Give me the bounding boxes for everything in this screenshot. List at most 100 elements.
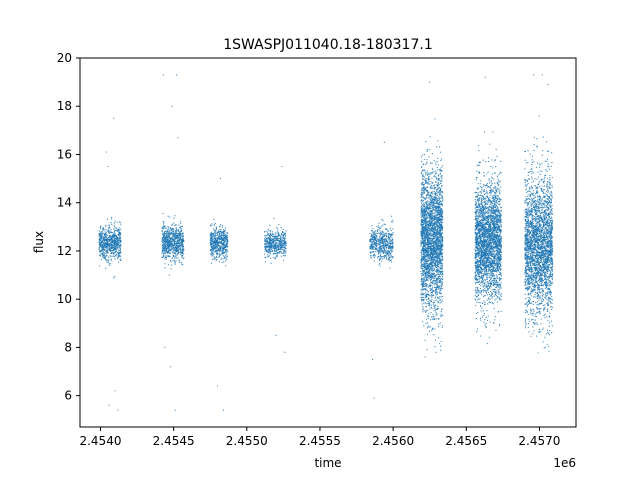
data-point (108, 264, 111, 266)
data-point (221, 226, 223, 228)
data-point (431, 171, 433, 174)
data-point (382, 224, 384, 226)
data-point (119, 251, 121, 253)
data-point (374, 238, 376, 241)
data-point (427, 309, 429, 311)
data-point (433, 309, 435, 311)
data-point (276, 241, 278, 244)
data-point (105, 228, 107, 230)
data-point (437, 305, 439, 308)
data-point (283, 250, 285, 252)
data-point (175, 245, 177, 247)
data-point (106, 218, 109, 220)
data-point (278, 241, 280, 243)
data-point (164, 267, 166, 269)
data-point (218, 256, 220, 258)
data-point (214, 239, 216, 241)
data-point (265, 240, 267, 242)
data-point (168, 236, 171, 238)
data-point (437, 243, 439, 245)
data-point (98, 233, 100, 235)
data-point (102, 244, 104, 246)
data-point (120, 245, 122, 247)
data-point (221, 249, 223, 252)
data-point (105, 250, 107, 252)
data-point (270, 242, 272, 244)
data-point (275, 232, 277, 234)
data-point (440, 313, 442, 315)
data-point (439, 206, 442, 208)
data-point (369, 256, 372, 258)
data-point (421, 292, 423, 294)
data-point (104, 242, 106, 244)
data-point (118, 239, 120, 241)
data-point (165, 248, 168, 251)
data-point (279, 250, 282, 253)
data-point (426, 150, 428, 152)
data-point (435, 273, 437, 276)
data-point (110, 248, 112, 250)
data-point (218, 240, 221, 242)
data-point (215, 230, 217, 233)
data-point (174, 263, 176, 265)
data-point (164, 263, 166, 265)
data-point (170, 252, 172, 254)
data-point (108, 259, 110, 261)
data-point (370, 254, 372, 256)
data-point (272, 247, 274, 250)
data-point (267, 228, 269, 231)
data-point (380, 257, 382, 259)
data-point (120, 237, 122, 239)
data-point (111, 223, 113, 225)
data-point (265, 241, 267, 243)
data-point (280, 226, 283, 229)
data-point (381, 247, 383, 249)
data-point (110, 229, 112, 231)
data-point (180, 251, 182, 253)
data-point (389, 250, 392, 252)
data-point (220, 231, 223, 233)
data-point (434, 195, 437, 197)
data-point (103, 245, 105, 247)
data-point (434, 209, 436, 212)
data-point (178, 239, 180, 241)
data-point (108, 240, 110, 243)
data-point (284, 252, 286, 254)
data-point (428, 304, 430, 306)
data-point (218, 226, 221, 228)
data-point (426, 195, 428, 197)
data-point (440, 188, 442, 190)
data-point (427, 183, 429, 185)
data-point (175, 250, 177, 252)
data-point (371, 225, 373, 227)
data-point (440, 274, 442, 276)
data-point (181, 255, 183, 257)
data-point (382, 239, 384, 241)
data-point (176, 248, 178, 251)
data-point (120, 228, 122, 230)
data-point (437, 140, 439, 142)
data-point (178, 233, 181, 236)
data-point (435, 238, 438, 240)
data-point (387, 246, 390, 249)
data-point (431, 239, 433, 242)
data-point (216, 237, 219, 239)
data-point (211, 258, 214, 260)
data-point (282, 239, 284, 241)
data-point (392, 256, 394, 258)
data-point (439, 299, 441, 301)
data-point (222, 248, 224, 250)
data-point (390, 221, 392, 223)
data-point (438, 271, 440, 273)
data-point (210, 246, 213, 248)
data-point (381, 251, 384, 253)
data-point (116, 240, 119, 242)
data-point (375, 247, 378, 249)
data-point (378, 253, 380, 255)
data-point (379, 243, 381, 245)
data-point (422, 177, 424, 180)
data-point (215, 243, 217, 245)
data-point (178, 251, 180, 253)
data-point (214, 234, 216, 237)
data-point (428, 299, 430, 301)
